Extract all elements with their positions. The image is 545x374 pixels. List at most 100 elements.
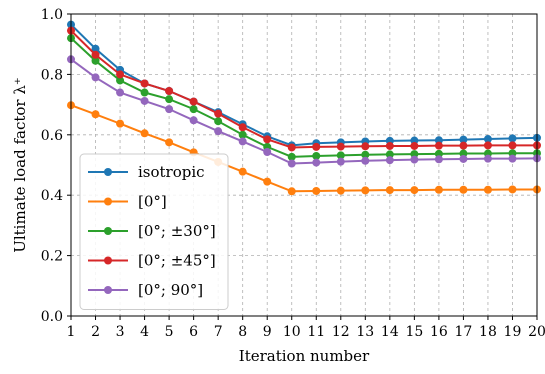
legend-box — [79, 153, 229, 310]
data-point — [336, 142, 345, 151]
data-point — [214, 117, 223, 126]
data-point — [410, 186, 419, 195]
y-tick-label: 0.2 — [41, 249, 63, 265]
data-point — [361, 156, 370, 165]
legend-entry-label: isotropic — [138, 163, 205, 181]
x-tick-label: 1 — [67, 324, 76, 340]
x-tick-label: 20 — [528, 324, 545, 340]
x-tick-label: 7 — [214, 324, 223, 340]
data-point — [287, 143, 296, 152]
x-tick-label: 16 — [430, 324, 448, 340]
axis-ticks: 1 2 3 4 5 6 7 8 9 10 11 12 13 14 15 16 17 18 19 200.00.20.4… — [41, 7, 545, 340]
x-tick-label: 13 — [356, 324, 374, 340]
data-point — [459, 185, 468, 194]
data-point — [263, 148, 272, 157]
legend: isotropic [0°] [0°; ±30°] [0°; ±45°] [0°; 90… — [79, 153, 229, 310]
data-point — [483, 154, 492, 163]
y-tick-label: 0.4 — [41, 188, 63, 204]
data-point — [263, 177, 272, 186]
x-tick-label: 17 — [455, 324, 473, 340]
legend-entry-label: [0°; ±30°] — [138, 222, 216, 240]
data-point — [287, 159, 296, 168]
data-point — [238, 167, 247, 176]
data-point — [263, 135, 272, 144]
data-point — [140, 88, 149, 97]
series-line — [70, 104, 537, 193]
y-tick-label: 0.0 — [41, 309, 63, 325]
data-point — [410, 155, 419, 164]
data-point — [116, 70, 125, 79]
data-point — [508, 154, 517, 163]
x-tick-label: 5 — [165, 324, 174, 340]
legend-swatch-marker — [104, 227, 112, 235]
legend-entry-label: [0°; ±45°] — [138, 252, 216, 270]
legend-entry-label: [0°; 90°] — [138, 281, 203, 299]
data-point — [91, 44, 100, 53]
data-point — [91, 56, 100, 65]
x-tick-label: 11 — [307, 324, 325, 340]
data-point — [312, 151, 321, 160]
data-point — [91, 110, 100, 119]
data-point — [287, 187, 296, 196]
data-point — [361, 186, 370, 195]
data-point — [336, 157, 345, 166]
data-point — [189, 97, 198, 106]
data-point — [459, 141, 468, 150]
data-point — [165, 105, 174, 114]
x-axis-label: Iteration number — [239, 347, 370, 365]
series-layer — [67, 20, 541, 196]
data-point — [385, 141, 394, 150]
data-point — [116, 88, 125, 97]
data-point — [165, 95, 174, 104]
data-point — [140, 79, 149, 88]
data-point — [483, 141, 492, 150]
data-point — [312, 158, 321, 167]
series-line — [70, 29, 537, 149]
data-point — [385, 150, 394, 159]
legend-swatch-marker — [104, 256, 112, 265]
x-tick-label: 9 — [263, 324, 272, 340]
x-tick-label: 18 — [479, 324, 497, 340]
series-line — [70, 37, 537, 158]
data-point — [116, 76, 125, 85]
plot-frame — [70, 13, 538, 317]
data-point — [508, 185, 517, 194]
y-tick-label: 0.8 — [41, 67, 63, 83]
data-point — [336, 186, 345, 195]
data-point — [140, 96, 149, 105]
legend-swatch-marker — [104, 197, 112, 206]
x-tick-label: 2 — [91, 324, 100, 340]
series-line — [70, 58, 538, 165]
data-point — [238, 130, 247, 139]
data-point — [214, 109, 223, 118]
data-point — [508, 134, 517, 143]
x-tick-label: 19 — [504, 324, 522, 340]
data-point — [91, 73, 100, 82]
data-point — [410, 141, 419, 150]
data-point — [189, 105, 198, 114]
x-tick-label: 6 — [189, 324, 198, 340]
data-point — [312, 142, 321, 151]
x-tick-label: 12 — [332, 324, 350, 340]
x-tick-label: 4 — [140, 324, 149, 340]
data-point — [214, 127, 223, 136]
legend-swatch-marker — [104, 168, 112, 176]
data-point — [91, 50, 100, 59]
data-point — [385, 186, 394, 195]
data-point — [287, 152, 296, 161]
data-point — [312, 186, 321, 195]
y-tick-label: 0.6 — [41, 128, 63, 144]
data-point — [361, 142, 370, 151]
x-tick-label: 14 — [381, 324, 399, 340]
data-point — [189, 116, 198, 125]
x-tick-label: 8 — [238, 324, 247, 340]
data-point — [483, 185, 492, 194]
data-point — [165, 87, 174, 96]
data-point — [434, 155, 443, 164]
data-point — [238, 137, 247, 146]
x-tick-label: 15 — [405, 324, 423, 340]
data-point — [508, 141, 517, 150]
data-point — [140, 129, 149, 138]
y-tick-label: 1.0 — [41, 7, 63, 23]
